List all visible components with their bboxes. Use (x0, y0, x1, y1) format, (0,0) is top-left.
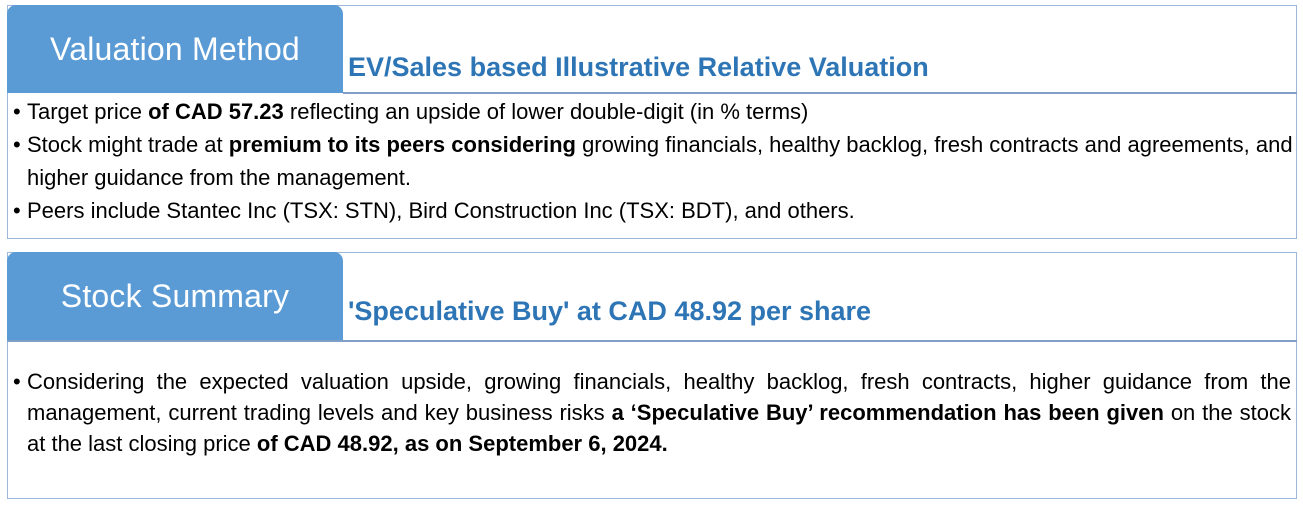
bullet-text: growing financials, healthy backlog, fre… (27, 132, 1293, 190)
valuation-bullet-premium: Stock might trade at premium to its peer… (13, 128, 1295, 194)
valuation-method-tab-label: Valuation Method (50, 30, 300, 67)
valuation-divider (343, 92, 1297, 94)
bullet-text: reflecting an upside of lower double-dig… (283, 99, 809, 124)
valuation-bullet-peers: Peers include Stantec Inc (TSX: STN), Bi… (13, 194, 1295, 227)
stock-summary-divider (343, 340, 1297, 342)
stock-summary-tab: Stock Summary (7, 252, 343, 340)
bullet-bold-text: premium to its peers considering (228, 132, 576, 157)
valuation-bullet-list: Target price of CAD 57.23 reflecting an … (13, 95, 1295, 227)
bullet-bold-text: of CAD 48.92, as on September 6, 2024. (256, 431, 668, 456)
valuation-method-tab: Valuation Method (7, 5, 343, 93)
bullet-bold-text: a ‘Speculative Buy’ recommendation has b… (611, 400, 1164, 425)
bullet-text: Peers include Stantec Inc (TSX: STN), Bi… (27, 198, 855, 223)
bullet-bold-text: of CAD 57.23 (148, 99, 284, 124)
valuation-heading: EV/Sales based Illustrative Relative Val… (348, 52, 929, 82)
valuation-bullet-target-price: Target price of CAD 57.23 reflecting an … (13, 95, 1295, 128)
stock-summary-bullet-recommendation: Considering the expected valuation upsid… (13, 366, 1291, 459)
bullet-text: Stock might trade at (27, 132, 229, 157)
bullet-text: Target price (27, 99, 149, 124)
bullet-text: on the stock at the last closing price (27, 400, 1291, 456)
stock-summary-bullet-list: Considering the expected valuation upsid… (13, 366, 1291, 459)
stock-summary-tab-divider (7, 340, 343, 342)
bullet-text: Considering the expected valuation upsid… (27, 369, 1291, 425)
stock-summary-heading: 'Speculative Buy' at CAD 48.92 per share (348, 296, 872, 326)
stock-summary-tab-label: Stock Summary (60, 277, 290, 314)
